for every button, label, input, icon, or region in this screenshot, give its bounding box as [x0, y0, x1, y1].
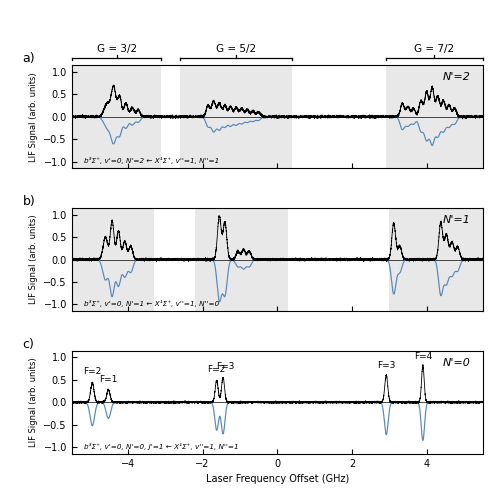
Text: N'=1: N'=1 — [443, 215, 470, 225]
Bar — [389, 208, 483, 311]
Text: a): a) — [22, 52, 35, 65]
Text: F=3: F=3 — [377, 361, 396, 370]
Text: F=4: F=4 — [414, 352, 432, 361]
Text: N'=0: N'=0 — [443, 358, 470, 368]
Text: b³Σ⁺, v'=0, N'=2 ← X¹Σ⁺, v''=1, N''=1: b³Σ⁺, v'=0, N'=2 ← X¹Σ⁺, v''=1, N''=1 — [84, 158, 219, 164]
Text: c): c) — [22, 338, 34, 350]
Text: b): b) — [22, 195, 35, 208]
X-axis label: Laser Frequency Offset (GHz): Laser Frequency Offset (GHz) — [205, 474, 349, 484]
Text: G = 5/2: G = 5/2 — [216, 44, 256, 54]
Bar — [195, 208, 289, 311]
Y-axis label: LIF Signal (arb. units): LIF Signal (arb. units) — [29, 214, 38, 304]
Bar — [180, 65, 292, 168]
Text: N'=2: N'=2 — [443, 72, 470, 82]
Text: G = 7/2: G = 7/2 — [414, 44, 454, 54]
Text: b³Σ⁺, v'=0, N'=0, J'=1 ← X¹Σ⁺, v''=1, N''=1: b³Σ⁺, v'=0, N'=0, J'=1 ← X¹Σ⁺, v''=1, N'… — [84, 443, 239, 450]
Bar — [72, 65, 161, 168]
Text: F=2: F=2 — [207, 366, 226, 374]
Text: b³Σ⁺, v'=0, N'=1 ← X¹Σ⁺, v''=1, N''=0: b³Σ⁺, v'=0, N'=1 ← X¹Σ⁺, v''=1, N''=0 — [84, 300, 219, 307]
Bar — [386, 65, 483, 168]
Y-axis label: LIF Signal (arb. units): LIF Signal (arb. units) — [29, 72, 38, 162]
Text: F=1: F=1 — [99, 376, 118, 384]
Text: F=2: F=2 — [83, 367, 101, 376]
Y-axis label: LIF Signal (arb. units): LIF Signal (arb. units) — [29, 358, 38, 447]
Text: G = 3/2: G = 3/2 — [97, 44, 137, 54]
Bar — [72, 208, 154, 311]
Text: F=3: F=3 — [216, 362, 235, 371]
